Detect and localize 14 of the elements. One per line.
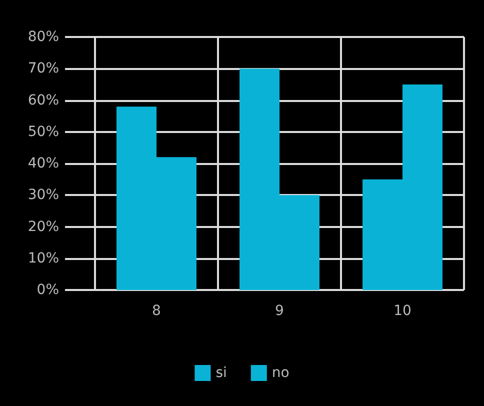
y-tick-label: 60% [28,92,59,108]
x-tick-label: 9 [275,303,284,319]
y-tick-label: 30% [28,187,59,204]
legend-label: si [216,365,227,381]
x-tick-label: 10 [394,303,412,319]
x-tick-label: 8 [152,303,161,319]
y-tick-label: 10% [28,250,59,266]
y-tick-label: 20% [28,218,59,235]
y-tick-label: 70% [28,60,59,77]
y-tick-label: 50% [28,124,59,140]
y-tick-label: 40% [28,156,59,172]
y-tick-label: 80% [28,29,59,45]
y-tick-label: 0% [36,282,59,298]
legend-label: no [272,365,290,381]
